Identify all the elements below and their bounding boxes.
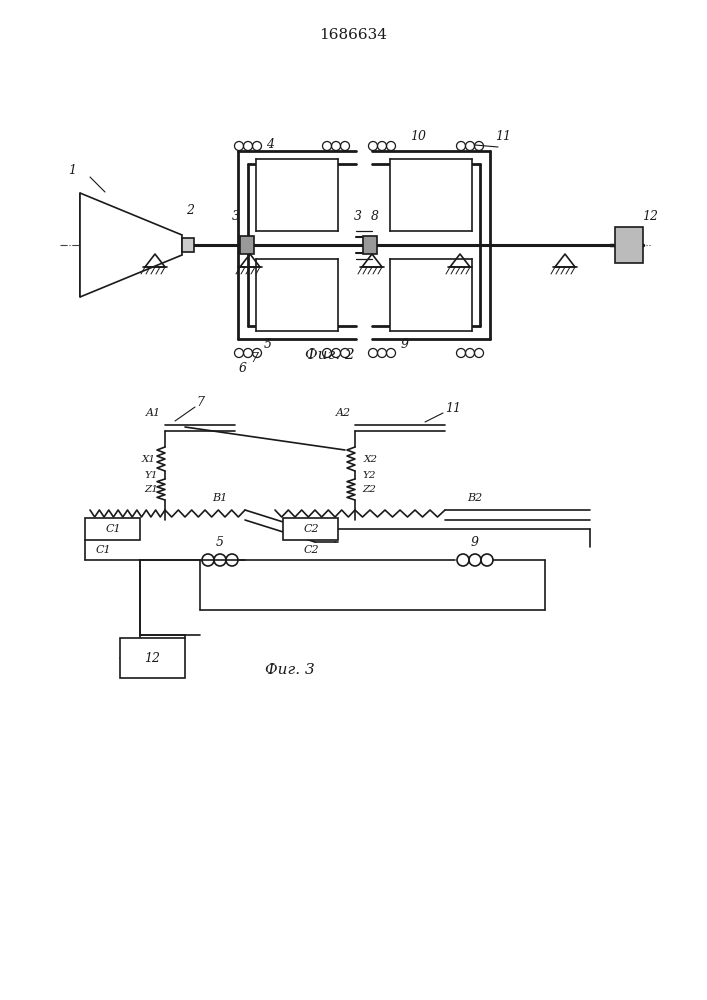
Text: 3: 3 bbox=[354, 211, 362, 224]
Text: 7: 7 bbox=[250, 352, 258, 364]
Text: B1: B1 bbox=[212, 493, 228, 503]
Text: 4: 4 bbox=[266, 138, 274, 151]
Text: 8: 8 bbox=[371, 211, 379, 224]
Text: A1: A1 bbox=[146, 408, 160, 418]
Text: Y1: Y1 bbox=[144, 472, 158, 481]
Bar bbox=[256, 259, 338, 331]
Text: 5: 5 bbox=[216, 536, 224, 548]
Text: 9: 9 bbox=[471, 536, 479, 548]
Bar bbox=[120, 638, 185, 678]
Text: 12: 12 bbox=[144, 652, 160, 664]
Text: X1: X1 bbox=[142, 454, 156, 464]
Text: C2: C2 bbox=[303, 545, 319, 555]
Bar bbox=[390, 259, 472, 331]
Text: 10: 10 bbox=[410, 130, 426, 143]
Bar bbox=[283, 518, 338, 540]
Text: 7: 7 bbox=[196, 396, 204, 410]
Text: 11: 11 bbox=[445, 402, 461, 416]
Text: Y2: Y2 bbox=[362, 472, 375, 481]
Text: B2: B2 bbox=[467, 493, 483, 503]
Text: C1: C1 bbox=[105, 524, 121, 534]
Bar bbox=[182, 238, 194, 252]
Bar bbox=[240, 236, 254, 254]
Bar bbox=[256, 159, 338, 231]
Text: 1: 1 bbox=[68, 163, 76, 176]
Text: 2: 2 bbox=[186, 204, 194, 217]
Text: Фиг. 3: Фиг. 3 bbox=[265, 663, 315, 677]
Bar bbox=[363, 236, 377, 254]
Text: 12: 12 bbox=[642, 211, 658, 224]
Bar bbox=[615, 227, 643, 263]
Text: C2: C2 bbox=[303, 524, 319, 534]
Text: X2: X2 bbox=[364, 454, 378, 464]
Text: 5: 5 bbox=[264, 338, 272, 352]
Text: 9: 9 bbox=[401, 338, 409, 352]
Bar bbox=[390, 159, 472, 231]
Text: 6: 6 bbox=[239, 362, 247, 375]
Text: 11: 11 bbox=[495, 130, 511, 143]
Bar bbox=[85, 518, 140, 540]
Text: 1686634: 1686634 bbox=[319, 28, 387, 42]
Text: Фиг. 2: Фиг. 2 bbox=[305, 348, 355, 362]
Text: Z1: Z1 bbox=[144, 486, 158, 494]
Text: C1: C1 bbox=[95, 545, 111, 555]
Polygon shape bbox=[80, 193, 182, 297]
Text: A2: A2 bbox=[335, 408, 351, 418]
Text: Z2: Z2 bbox=[362, 486, 376, 494]
Text: 3: 3 bbox=[232, 211, 240, 224]
